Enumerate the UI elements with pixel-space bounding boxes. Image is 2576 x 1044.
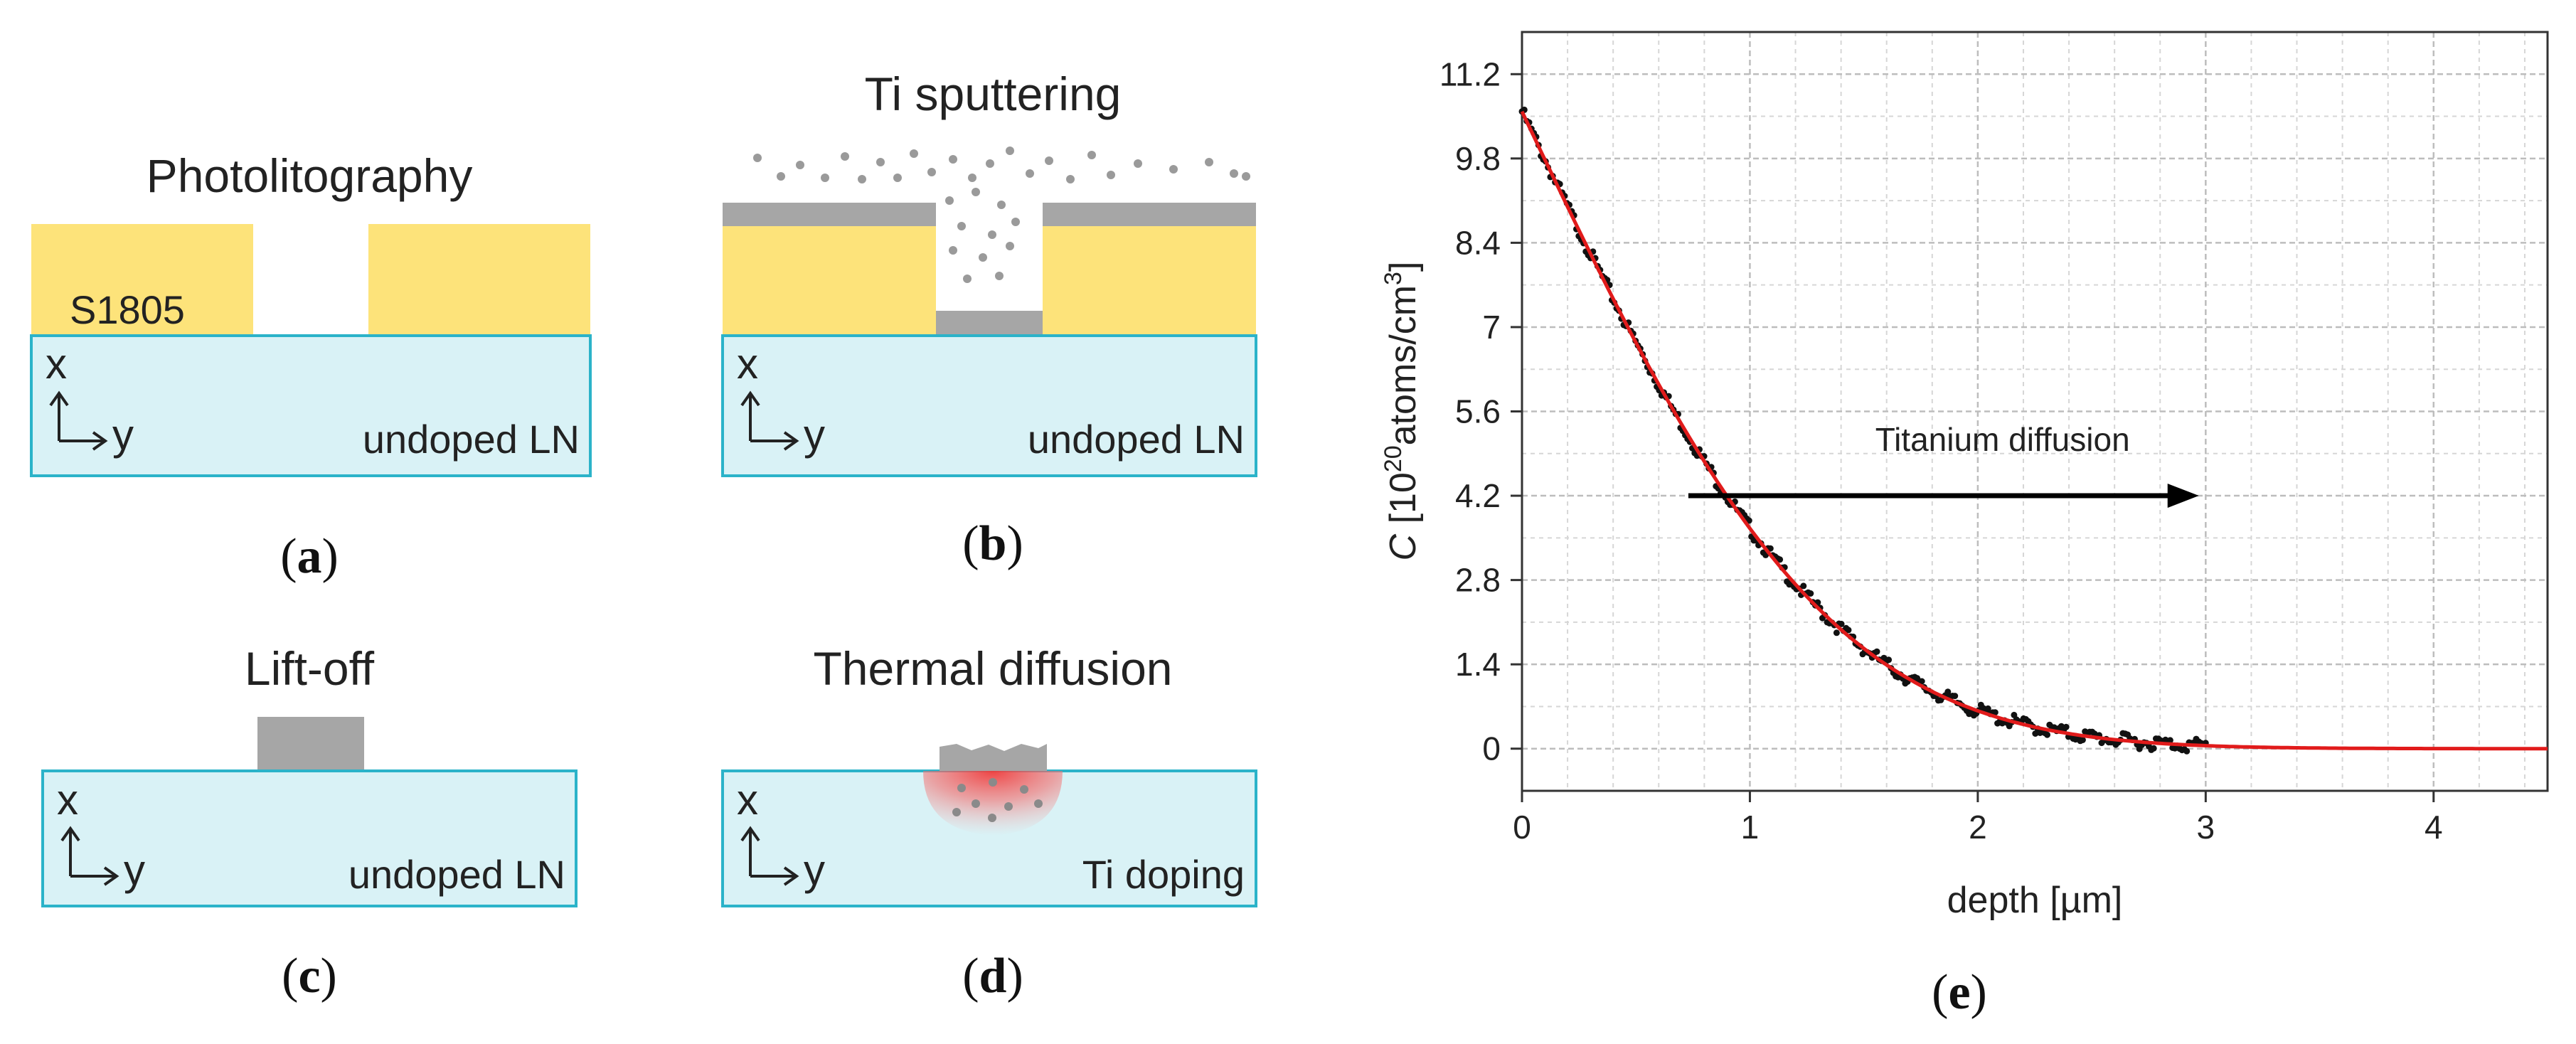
substrate-a [30,334,592,477]
x-tick-label: 0 [1513,809,1531,846]
y-tick-label: 0 [1482,730,1501,767]
panel-b: Ti sputtering x y undoped LN (b) [721,68,1257,571]
substrate-label-c: undoped LN [348,852,565,897]
data-point [2183,747,2191,755]
titanium-strip [257,717,364,771]
y-tick-label: 11.2 [1439,55,1501,92]
y-tick-label: 9.8 [1455,140,1501,177]
data-point [1885,656,1893,664]
substrate-b [721,334,1257,477]
data-point [2166,737,2173,744]
panel-a: Photolitography S1805 x y undoped LN (a) [30,149,592,584]
annotation-label: Titanium diffusion [1875,421,2130,458]
resist-label: S1805 [70,287,185,332]
panel-c-title: Lift-off [245,642,375,695]
axis-y-label-a: y [112,411,134,459]
axis-x-label-d: x [737,776,758,824]
y-tick-label: 7 [1482,309,1501,346]
substrate-label-b: undoped LN [1028,417,1245,462]
sputter-particles [753,147,1250,283]
y-axis-ticks: 0 1.4 2.8 4.2 5.6 7 8.4 9.8 11.2 [1439,55,1522,767]
substrate-label-d: Ti doping [1082,852,1245,897]
axis-y-label-d: y [804,846,825,894]
data-point [1767,545,1774,552]
axis-arrows-icon [60,826,119,886]
y-axis-label: C [1020atoms/cm3] [1380,262,1424,561]
resist-block-left [723,226,936,336]
residual-titanium [940,744,1047,771]
data-point [1944,688,1952,696]
data-point [1838,620,1845,627]
data-point [1918,678,1925,685]
y-tick-label: 8.4 [1455,224,1501,261]
data-point [2032,730,2039,737]
caption-d: (d) [962,949,1023,1003]
axis-arrows-icon [740,390,799,451]
substrate-c [41,769,578,907]
data-point [1807,590,1814,597]
titanium-layer-gap [936,311,1043,336]
data-point [1984,705,1991,712]
data-point [2044,731,2050,738]
x-tick-label: 4 [2425,809,2443,846]
y-tick-label: 1.4 [1455,646,1501,683]
axis-x-label-b: x [737,340,758,388]
y-tick-label: 5.6 [1455,393,1501,430]
caption-a: (a) [280,529,339,584]
data-point [2079,737,2086,743]
x-axis-label: depth [µm] [1947,880,2123,921]
y-tick-label: 2.8 [1455,562,1501,599]
data-point [2150,745,2157,752]
panel-b-title: Ti sputtering [865,68,1122,120]
data-point [1833,629,1840,636]
fit-curve [1520,110,2548,751]
x-tick-label: 3 [2197,809,2215,846]
data-point [2063,723,2070,730]
panel-e: 0 1 2 3 4 0 1.4 2.8 4.2 5.6 7 8.4 9.8 11.2 Titanium … [1380,31,2549,1020]
dopant-dots [952,778,1043,822]
y-tick-label: 4.2 [1455,477,1501,514]
data-point [1952,693,1959,700]
resist-block-right [1043,226,1256,336]
titanium-layer-left [723,203,936,226]
x-tick-label: 2 [1969,809,1987,846]
data-point [1873,648,1880,655]
axis-x-label-a: x [46,340,67,388]
caption-e: (e) [1932,965,1987,1020]
caption-b: (b) [962,516,1023,571]
annotation: Titanium diffusion [1688,421,2199,508]
data-point [1991,709,1998,716]
resist-block-left [31,224,253,336]
x-tick-label: 1 [1741,809,1760,846]
panel-c: Lift-off x y undoped LN (c) [41,642,578,1003]
axis-arrows-icon [740,826,799,886]
data-point [1800,582,1807,590]
titanium-layer-right [1043,203,1256,226]
resist-block-right [368,224,590,336]
caption-c: (c) [282,949,337,1003]
axis-x-label-c: x [57,776,78,824]
substrate-label-a: undoped LN [363,417,580,462]
arrow-head-icon [2167,484,2199,508]
axis-arrows-icon [49,390,108,451]
data-point [1845,627,1852,634]
data-point [1777,556,1784,563]
panel-a-title: Photolitography [147,149,473,202]
axis-y-label-b: y [804,411,825,459]
panel-d: Thermal diffusion x y Ti doping (d) [721,642,1257,1003]
panel-d-title: Thermal diffusion [813,642,1172,695]
x-axis-ticks: 0 1 2 3 4 [1513,791,2443,846]
axis-y-label-c: y [124,846,145,894]
